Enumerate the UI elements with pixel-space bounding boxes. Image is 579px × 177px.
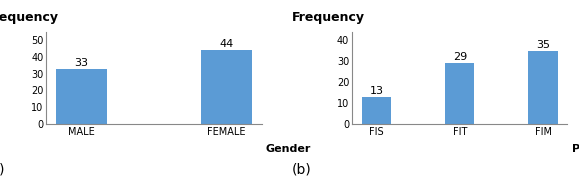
Text: (b): (b) <box>292 162 312 176</box>
Bar <box>56 69 107 124</box>
Bar <box>201 50 252 124</box>
Text: Frequency: Frequency <box>0 12 59 24</box>
Text: 33: 33 <box>75 58 89 68</box>
Text: (a): (a) <box>0 162 6 176</box>
Text: 35: 35 <box>536 40 550 50</box>
Bar <box>529 51 558 124</box>
Bar <box>445 63 474 124</box>
Text: 29: 29 <box>453 52 467 62</box>
Text: Frequency: Frequency <box>292 12 365 24</box>
Text: Gender: Gender <box>266 144 312 154</box>
Text: Programme: Programme <box>571 144 579 154</box>
Text: 44: 44 <box>219 39 233 49</box>
Bar <box>362 97 391 124</box>
Text: 13: 13 <box>369 86 383 96</box>
